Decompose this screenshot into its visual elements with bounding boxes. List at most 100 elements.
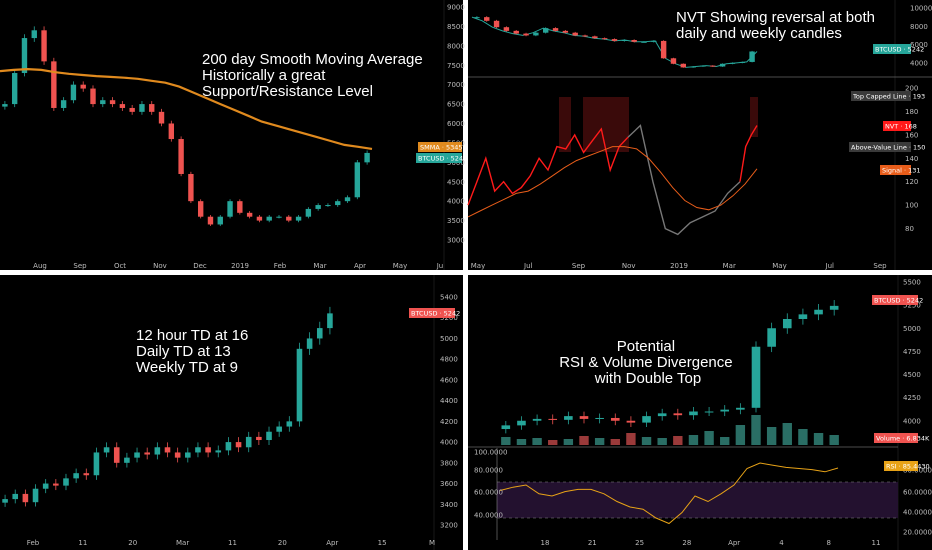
tl-tag-1: BTCUSD · 5242 (418, 155, 467, 163)
tl-annotation: 200 day Smooth Moving Average Historical… (202, 51, 427, 100)
bl-candle-6 (63, 478, 69, 486)
br-candle-16 (751, 346, 761, 408)
tr-nvt-line-recent (739, 125, 758, 182)
tr-candle-13 (601, 38, 608, 40)
br-annotation-line-1: Potential (617, 338, 675, 355)
br-x-label-0: 18 (541, 539, 550, 547)
br-tag-bg-0 (872, 295, 918, 305)
tr-x-label-7: Jul (825, 262, 835, 270)
br-volume-bar-7 (610, 439, 620, 445)
tl-candle-15 (149, 104, 155, 112)
tl-candle-27 (266, 216, 272, 221)
bl-annotation-line-2: Daily TD at 13 (136, 343, 231, 360)
nvt-zone-1 (559, 97, 571, 152)
bl-candle-26 (266, 431, 272, 441)
tl-candle-6 (60, 100, 67, 108)
bl-candle-19 (195, 447, 201, 453)
br-volume-bar-10 (657, 438, 667, 445)
br-rsi-left-label-0: 100.0000 (474, 449, 507, 457)
br-volume-bar-18 (782, 423, 792, 445)
tr-tag-bg-0 (873, 44, 911, 54)
bl-annotation-line-1: 12 hour TD at 16 (136, 327, 248, 344)
bl-candle-20 (205, 447, 211, 453)
tl-candle-32 (315, 205, 321, 209)
bl-candle-18 (185, 452, 191, 458)
tl-y-label-10: 4000 (447, 198, 465, 206)
tl-candle-25 (246, 212, 253, 217)
tr-x-label-5: Mar (723, 262, 736, 270)
tl-x-label-1: Sep (73, 262, 87, 270)
br-candle-17 (767, 328, 776, 347)
bl-candle-27 (276, 426, 282, 432)
bl-y-label-1: 5200 (440, 314, 458, 322)
br-volume-bar-20 (813, 433, 824, 445)
tl-annotation-line-3: Support/Resistance Level (202, 83, 373, 100)
tr-annotation-line-1: NVT Showing reversal at both (676, 9, 875, 26)
bl-candle-24 (245, 436, 252, 448)
tl-candle-0 (2, 104, 8, 107)
tr-candle-16 (631, 40, 637, 42)
tr-signal-line (467, 146, 758, 218)
tr-candle-15 (621, 40, 628, 41)
bl-x-label-5: 20 (278, 539, 287, 547)
br-x-label-7: 11 (872, 539, 881, 547)
br-candle-10 (657, 413, 667, 417)
tr-nvt-line-high (467, 127, 629, 206)
bl-y-label-11: 3200 (440, 522, 458, 530)
tr-nvt-y-label-4: 120 (905, 178, 918, 186)
br-candle-1 (517, 420, 526, 426)
br-volume-bar-14 (720, 437, 730, 445)
bl-candle-9 (93, 452, 100, 476)
tl-candle-8 (80, 84, 86, 89)
br-y-label-1: 5250 (903, 302, 921, 310)
bl-x-label-8: M (429, 539, 435, 547)
tr-tag-1: Top Capped Line · 193 (852, 93, 925, 101)
tl-tag-bg-1 (416, 153, 462, 163)
tl-x-label-8: Apr (354, 262, 366, 270)
tl-y-label-3: 7500 (447, 62, 465, 70)
tr-candle-19 (660, 40, 667, 59)
tl-candle-23 (227, 201, 233, 217)
tr-candle-21 (680, 63, 686, 68)
br-volume-bar-4 (563, 439, 574, 445)
tl-candle-30 (295, 216, 302, 221)
bl-candle-10 (103, 447, 110, 453)
tl-tag-bg-0 (418, 142, 462, 152)
bl-candle-32 (327, 313, 333, 329)
br-rsi-right-label-2: 40.0000 (903, 509, 932, 517)
br-volume-bar-13 (704, 431, 714, 445)
br-annotation: Potential RSI & Volume Divergence with D… (559, 338, 737, 387)
br-volume-bar-11 (673, 436, 683, 445)
br-x-label-2: 25 (635, 539, 644, 547)
tr-x-label-6: May (772, 262, 786, 270)
br-volume-bar-1 (516, 439, 527, 445)
bl-y-label-2: 5000 (440, 335, 458, 343)
bl-candle-17 (174, 452, 181, 458)
tr-candle-28 (749, 51, 755, 62)
tr-nvt-y-label-2: 160 (905, 131, 918, 139)
tl-y-label-0: 9000 (447, 4, 465, 12)
tr-candle-3 (503, 27, 510, 31)
br-volume-bar-6 (594, 438, 605, 445)
bl-candle-31 (316, 328, 323, 339)
br-volume-bar-19 (798, 429, 808, 445)
tl-y-label-9: 4500 (447, 178, 465, 186)
tr-price-y-label-2: 6000 (910, 41, 928, 49)
br-volume-bar-3 (548, 440, 558, 445)
br-annotation-line-2: RSI & Volume Divergence (559, 354, 732, 371)
bl-y-label-3: 4800 (440, 356, 458, 364)
tl-candle-37 (364, 152, 370, 163)
tl-y-label-12: 3000 (447, 237, 465, 245)
tl-candle-26 (256, 216, 263, 221)
br-candle-19 (798, 314, 808, 319)
tl-candle-12 (119, 104, 126, 108)
tl-candle-21 (207, 216, 214, 225)
tl-x-label-10: Ju (436, 262, 444, 270)
bl-candle-29 (296, 348, 303, 422)
bl-annotation-line-3: Weekly TD at 9 (136, 359, 238, 376)
tr-candle-20 (670, 58, 677, 64)
tl-candle-4 (41, 30, 47, 62)
tl-candle-17 (168, 123, 175, 140)
tr-candle-0 (474, 17, 480, 19)
tr-candle-11 (582, 35, 588, 37)
